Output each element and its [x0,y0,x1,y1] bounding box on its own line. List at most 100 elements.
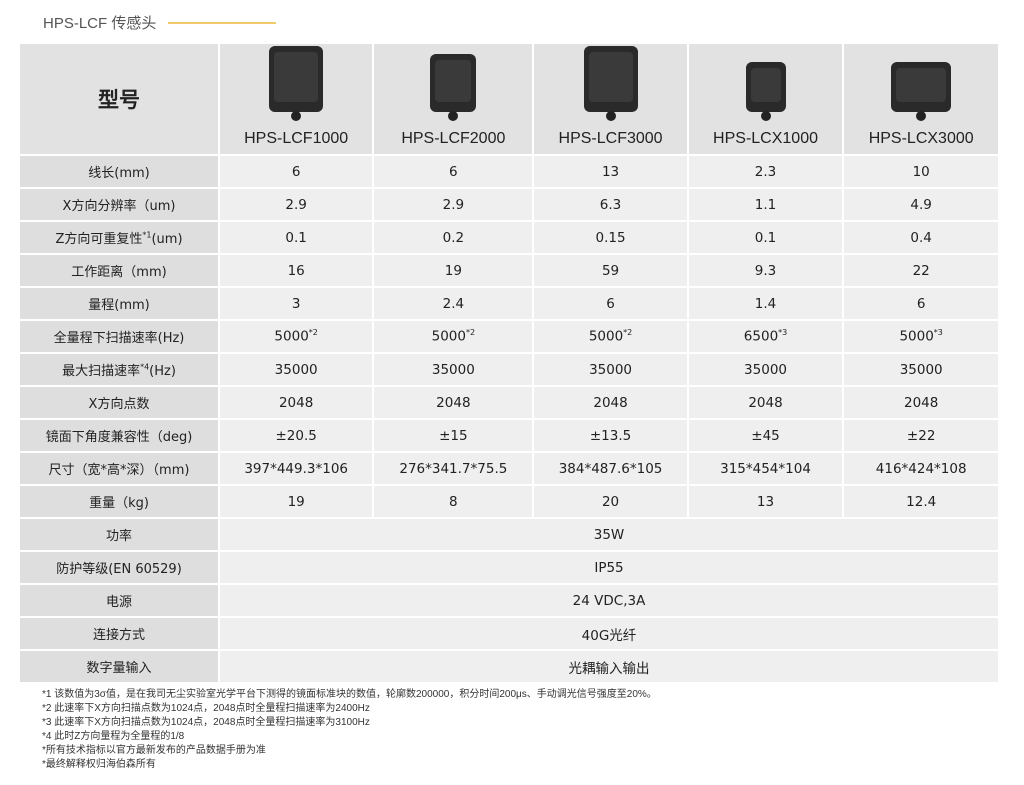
spec-value: 2048 [534,387,687,418]
spec-value-text: 19 [287,493,305,510]
spec-value: 10 [844,156,998,187]
model-cell: HPS-LCX3000 [844,44,998,154]
spec-label-text: 镜面下角度兼容性（deg) [45,430,193,445]
spec-value-text: 16 [287,262,305,279]
spec-value-text: 2048 [903,394,939,411]
spec-value-text: 10 [912,163,930,180]
section-title: HPS-LCF 传感头 [43,12,277,33]
spec-value-text: ±13.5 [589,427,632,444]
spec-label: 镜面下角度兼容性（deg) [20,420,218,451]
spec-value-text: 2048 [278,394,314,411]
spec-value-text: 12.4 [906,493,937,510]
spec-label: 线长(mm) [20,156,218,187]
spec-value: 35000 [220,354,373,385]
spec-label: 尺寸（宽*高*深）（mm) [20,453,218,484]
spec-value-text: 6 [916,295,926,312]
spec-value: 35W [220,519,998,550]
spec-value: 19 [220,486,373,517]
spec-value: 20 [534,486,687,517]
footnote: *4 此时Z方向量程为全量程的1/8 [42,731,185,742]
spec-value: 5000*2 [374,321,533,352]
spec-row-merged: 连接方式 40G光纤 [20,618,998,649]
spec-value: 5000*2 [534,321,687,352]
spec-value-text: 35000 [274,361,318,378]
spec-value-text: 0.4 [910,229,932,246]
spec-label-text: 量程(mm) [88,298,150,313]
spec-value-text: 5000 [431,328,466,345]
spec-value: 2048 [220,387,373,418]
spec-value-text: 2048 [748,394,783,411]
spec-value-text: ±20.5 [275,427,317,444]
spec-value-text: ±15 [439,427,468,444]
spec-value: ±15 [374,420,533,451]
spec-label: 最大扫描速率*4(Hz) [20,354,218,385]
spec-value-text: ±22 [906,427,936,444]
spec-row-merged: 数字量输入 光耦输入输出 [20,651,998,682]
spec-label: X方向点数 [20,387,218,418]
spec-label-text: 尺寸（宽*高*深）（mm) [48,463,190,478]
spec-value-text: 6 [606,295,615,312]
spec-row-merged: 防护等级(EN 60529) IP55 [20,552,998,583]
spec-value: 12.4 [844,486,998,517]
spec-value: 397*449.3*106 [220,453,373,484]
spec-value-text: 2048 [593,394,628,411]
spec-label-text: 重量（kg) [89,496,149,511]
spec-value: ±22 [844,420,998,451]
spec-value: 0.1 [220,222,373,253]
spec-value-text: 6.3 [599,196,622,213]
product-image [891,62,952,121]
spec-value-text: 35000 [899,361,943,378]
spec-value-text: 2.9 [285,196,307,213]
spec-label-text: 全量程下扫描速率(Hz) [53,331,185,346]
spec-value: ±45 [688,420,843,451]
spec-value: 2048 [844,387,998,418]
footnote-marker: *2 [623,328,633,338]
spec-value: 2.9 [374,189,533,220]
spec-label: 工作距离（mm) [20,255,218,286]
spec-value: 8 [374,486,533,517]
spec-value: 6 [534,288,687,319]
spec-value-text: 0.1 [285,229,307,246]
spec-value: 13 [534,156,687,187]
spec-value: 9.3 [688,255,843,286]
spec-label: 防护等级(EN 60529) [20,552,218,583]
model-name: HPS-LCF2000 [401,130,506,147]
spec-label-text: 最大扫描速率 [62,364,141,379]
model-cell: HPS-LCX1000 [688,44,843,154]
spec-value-text: 9.3 [754,262,777,279]
spec-value: ±13.5 [534,420,687,451]
spec-value-text: 0.1 [754,229,777,246]
spec-value: 276*341.7*75.5 [374,453,533,484]
spec-label-text: X方向分辨率（um) [62,199,176,214]
product-image [269,46,324,121]
spec-value: 416*424*108 [844,453,998,484]
spec-label: 连接方式 [20,618,218,649]
spec-value: 光耦输入输出 [220,651,998,682]
spec-row: X方向点数 2048 2048 2048 2048 2048 [20,387,998,418]
spec-label-text: 线长(mm) [88,166,150,181]
footnote: *3 此速率下X方向扫描点数为1024点，2048点时全量程扫描速率为3100H… [42,717,370,728]
spec-row: 重量（kg) 19 8 20 13 12.4 [20,486,998,517]
spec-value-text: 2.9 [442,196,465,213]
spec-value: 1.1 [688,189,843,220]
spec-value: 2.9 [220,189,373,220]
spec-value-text: 5000 [588,328,624,345]
model-name: HPS-LCF3000 [558,130,663,147]
spec-value-text: 1.1 [754,196,777,213]
header-row: 型号 HPS-LCF1000 HPS-LCF2000 HPS-LCF3000 HPS-L… [20,44,998,154]
spec-value-text: 416*424*108 [875,460,967,477]
footnote: *最终解释权归海伯森所有 [42,759,156,770]
spec-value: 35000 [534,354,687,385]
spec-value-text: 276*341.7*75.5 [399,460,508,477]
spec-value-text: 6 [449,163,458,180]
model-cell: HPS-LCF3000 [534,44,687,154]
spec-label: 量程(mm) [20,288,218,319]
spec-value-text: 3 [291,295,301,312]
spec-value: 40G光纤 [220,618,998,649]
spec-label: 全量程下扫描速率(Hz) [20,321,218,352]
spec-row: 全量程下扫描速率(Hz) 5000*2 5000*2 5000*2 6500*3 5000… [20,321,998,352]
spec-value-text: 59 [601,262,620,279]
spec-row-merged: 电源 24 VDC,3A [20,585,998,616]
footnote: *2 此速率下X方向扫描点数为1024点，2048点时全量程扫描速率为2400H… [42,703,370,714]
spec-value: 0.4 [844,222,998,253]
